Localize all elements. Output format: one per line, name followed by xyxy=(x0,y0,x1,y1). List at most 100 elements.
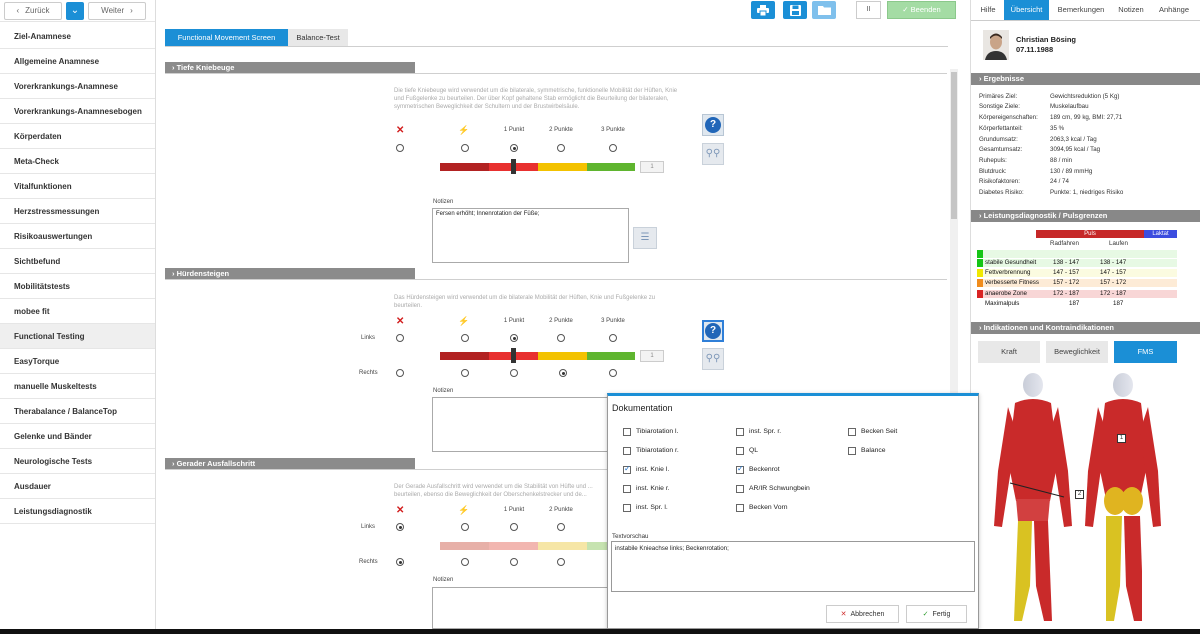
right-tab-hilfe[interactable]: Hilfe xyxy=(980,5,996,14)
indication-button-fms[interactable]: FMS xyxy=(1114,341,1177,363)
section-header-indikationen[interactable]: › Indikationen und Kontraindikationen xyxy=(971,322,1200,334)
sidebar-item-gelenke-baender[interactable]: Gelenke und Bänder xyxy=(0,424,155,449)
radio-right-score-pain[interactable] xyxy=(461,558,469,566)
radio-left-score-0[interactable] xyxy=(396,334,404,342)
checkbox-ar-ir-schwungbein[interactable] xyxy=(736,485,744,493)
tab-balance-test[interactable]: Balance-Test xyxy=(288,29,348,46)
checkbox-balance[interactable] xyxy=(848,447,856,455)
zone-row: Maximalpuls 187 187 xyxy=(977,300,1177,308)
forward-button[interactable]: Weiter › xyxy=(88,1,146,20)
sidebar-item-manuelle-muskeltests[interactable]: manuelle Muskeltests xyxy=(0,374,155,399)
back-figure xyxy=(1085,373,1161,621)
open-folder-button[interactable] xyxy=(812,1,836,19)
checkbox-inst-knie-r[interactable] xyxy=(623,485,631,493)
sidebar-item-vitalfunktionen[interactable]: Vitalfunktionen xyxy=(0,174,155,199)
radio-right-score-3[interactable] xyxy=(609,369,617,377)
section-header-huerdensteigen[interactable]: › Hürdensteigen xyxy=(165,268,415,279)
body-view-button[interactable]: ⚲⚲ xyxy=(702,348,724,370)
sidebar-item-meta-check[interactable]: Meta-Check xyxy=(0,149,155,174)
sidebar-item-mobilitaetstests[interactable]: Mobilitätstests xyxy=(0,274,155,299)
radio-score-2[interactable] xyxy=(557,144,565,152)
cancel-button[interactable]: ✕ Abbrechen xyxy=(826,605,899,623)
score-slider-handle[interactable] xyxy=(511,348,516,363)
radio-right-score-1[interactable] xyxy=(510,369,518,377)
radio-left-score-3[interactable] xyxy=(609,334,617,342)
radio-left-score-pain[interactable] xyxy=(461,523,469,531)
main-scrollbar[interactable] xyxy=(950,69,958,634)
sidebar-item-ziel-anamnese[interactable]: Ziel-Anamnese xyxy=(0,24,155,49)
radio-score-pain[interactable] xyxy=(461,144,469,152)
pause-button[interactable]: II xyxy=(856,1,881,19)
sidebar-item-ausdauer[interactable]: Ausdauer xyxy=(0,474,155,499)
back-button[interactable]: ‹ Zurück xyxy=(4,1,62,20)
done-button[interactable]: ✓ Fertig xyxy=(906,605,967,623)
checkbox-becken-vorn[interactable] xyxy=(736,504,744,512)
checkbox-tibiarotation-l[interactable] xyxy=(623,428,631,436)
finish-button[interactable]: ✓ Beenden xyxy=(887,1,956,19)
radio-right-score-0[interactable] xyxy=(396,558,404,566)
section-header-leistungsdiagnostik[interactable]: › Leistungsdiagnostik / Pulsgrenzen xyxy=(971,210,1200,222)
checkbox-ql[interactable] xyxy=(736,447,744,455)
radio-score-3[interactable] xyxy=(609,144,617,152)
indication-button-beweglichkeit[interactable]: Beweglichkeit xyxy=(1046,341,1108,363)
radio-left-score-0[interactable] xyxy=(396,523,404,531)
result-key: Ruhepuls: xyxy=(979,157,1007,164)
radio-right-score-2[interactable] xyxy=(557,558,565,566)
radio-left-score-2[interactable] xyxy=(557,523,565,531)
sidebar-item-easytorque[interactable]: EasyTorque xyxy=(0,349,155,374)
radio-right-score-1[interactable] xyxy=(510,558,518,566)
sidebar-item-herzstressmessungen[interactable]: Herzstressmessungen xyxy=(0,199,155,224)
documentation-button[interactable]: ☰ xyxy=(633,227,657,249)
radio-score-0[interactable] xyxy=(396,144,404,152)
sidebar-item-therabalance[interactable]: Therabalance / BalanceTop xyxy=(0,399,155,424)
right-tab-bemerkungen[interactable]: Bemerkungen xyxy=(1057,5,1105,14)
sidebar-item-risikoauswertungen[interactable]: Risikoauswertungen xyxy=(0,224,155,249)
sidebar-item-vorerkrankungs-anamnesebogen[interactable]: Vorerkrankungs-Anamnesebogen xyxy=(0,99,155,124)
radio-left-score-1[interactable] xyxy=(510,334,518,342)
preview-textarea[interactable]: instabile Knieachse links; Beckenrotatio… xyxy=(611,541,975,592)
body-marker-2[interactable]: 2 xyxy=(1075,490,1084,499)
checkbox-inst-knie-l[interactable] xyxy=(623,464,631,474)
section-header-gerader-ausfallschritt[interactable]: › Gerader Ausfallschritt xyxy=(165,458,415,469)
right-tab-notizen[interactable]: Notizen xyxy=(1118,5,1144,14)
sidebar-item-vorerkrankungs-anamnese[interactable]: Vorerkrankungs-Anamnese xyxy=(0,74,155,99)
main-scrollbar-thumb[interactable] xyxy=(951,72,957,219)
zone-rad: 157 - 172 xyxy=(1053,279,1080,286)
checkbox-inst-spr-l[interactable] xyxy=(623,504,631,512)
radio-left-score-2[interactable] xyxy=(557,334,565,342)
help-button[interactable]: ? xyxy=(702,114,724,136)
body-marker-1[interactable]: 1 xyxy=(1117,434,1126,443)
radio-right-score-2[interactable] xyxy=(559,369,567,377)
save-button[interactable] xyxy=(783,1,807,19)
section-header-ergebnisse[interactable]: › Ergebnisse xyxy=(971,73,1200,85)
notes-textarea[interactable] xyxy=(432,397,608,452)
right-tab-anhaenge[interactable]: Anhänge xyxy=(1158,5,1190,14)
sidebar-item-neurologische-tests[interactable]: Neurologische Tests xyxy=(0,449,155,474)
indication-button-kraft[interactable]: Kraft xyxy=(978,341,1040,363)
checkbox-becken-seit[interactable] xyxy=(848,428,856,436)
sidebar-item-mobee-fit[interactable]: mobee fit xyxy=(0,299,155,324)
sidebar-item-sichtbefund[interactable]: Sichtbefund xyxy=(0,249,155,274)
sidebar-item-functional-testing[interactable]: Functional Testing xyxy=(0,324,155,349)
checkbox-tibiarotation-r[interactable] xyxy=(623,447,631,455)
radio-left-score-pain[interactable] xyxy=(461,334,469,342)
checkbox-inst-spr-r[interactable] xyxy=(736,428,744,436)
radio-score-1[interactable] xyxy=(510,144,518,152)
section-header-tiefe-kniebeuge[interactable]: › Tiefe Kniebeuge xyxy=(165,62,415,73)
body-view-button[interactable]: ⚲⚲ xyxy=(702,143,724,165)
notes-textarea[interactable] xyxy=(432,587,608,629)
checkbox-beckenrot[interactable] xyxy=(736,464,744,474)
right-tab-uebersicht[interactable]: Übersicht xyxy=(1004,0,1049,20)
sidebar-item-allgemeine-anamnese[interactable]: Allgemeine Anamnese xyxy=(0,49,155,74)
sidebar-item-leistungsdiagnostik[interactable]: Leistungsdiagnostik xyxy=(0,499,155,524)
print-button[interactable] xyxy=(751,1,775,19)
sidebar-item-koerperdaten[interactable]: Körperdaten xyxy=(0,124,155,149)
history-dropdown-button[interactable]: ⌄ xyxy=(66,1,84,20)
help-button[interactable]: ? xyxy=(702,320,724,342)
radio-left-score-1[interactable] xyxy=(510,523,518,531)
radio-right-score-pain[interactable] xyxy=(461,369,469,377)
score-slider-handle[interactable] xyxy=(511,159,516,174)
radio-right-score-0[interactable] xyxy=(396,369,404,377)
tab-functional-movement-screen[interactable]: Functional Movement Screen xyxy=(165,29,288,46)
notes-textarea[interactable]: Fersen erhöht; Innenrotation der Füße; xyxy=(432,208,629,263)
